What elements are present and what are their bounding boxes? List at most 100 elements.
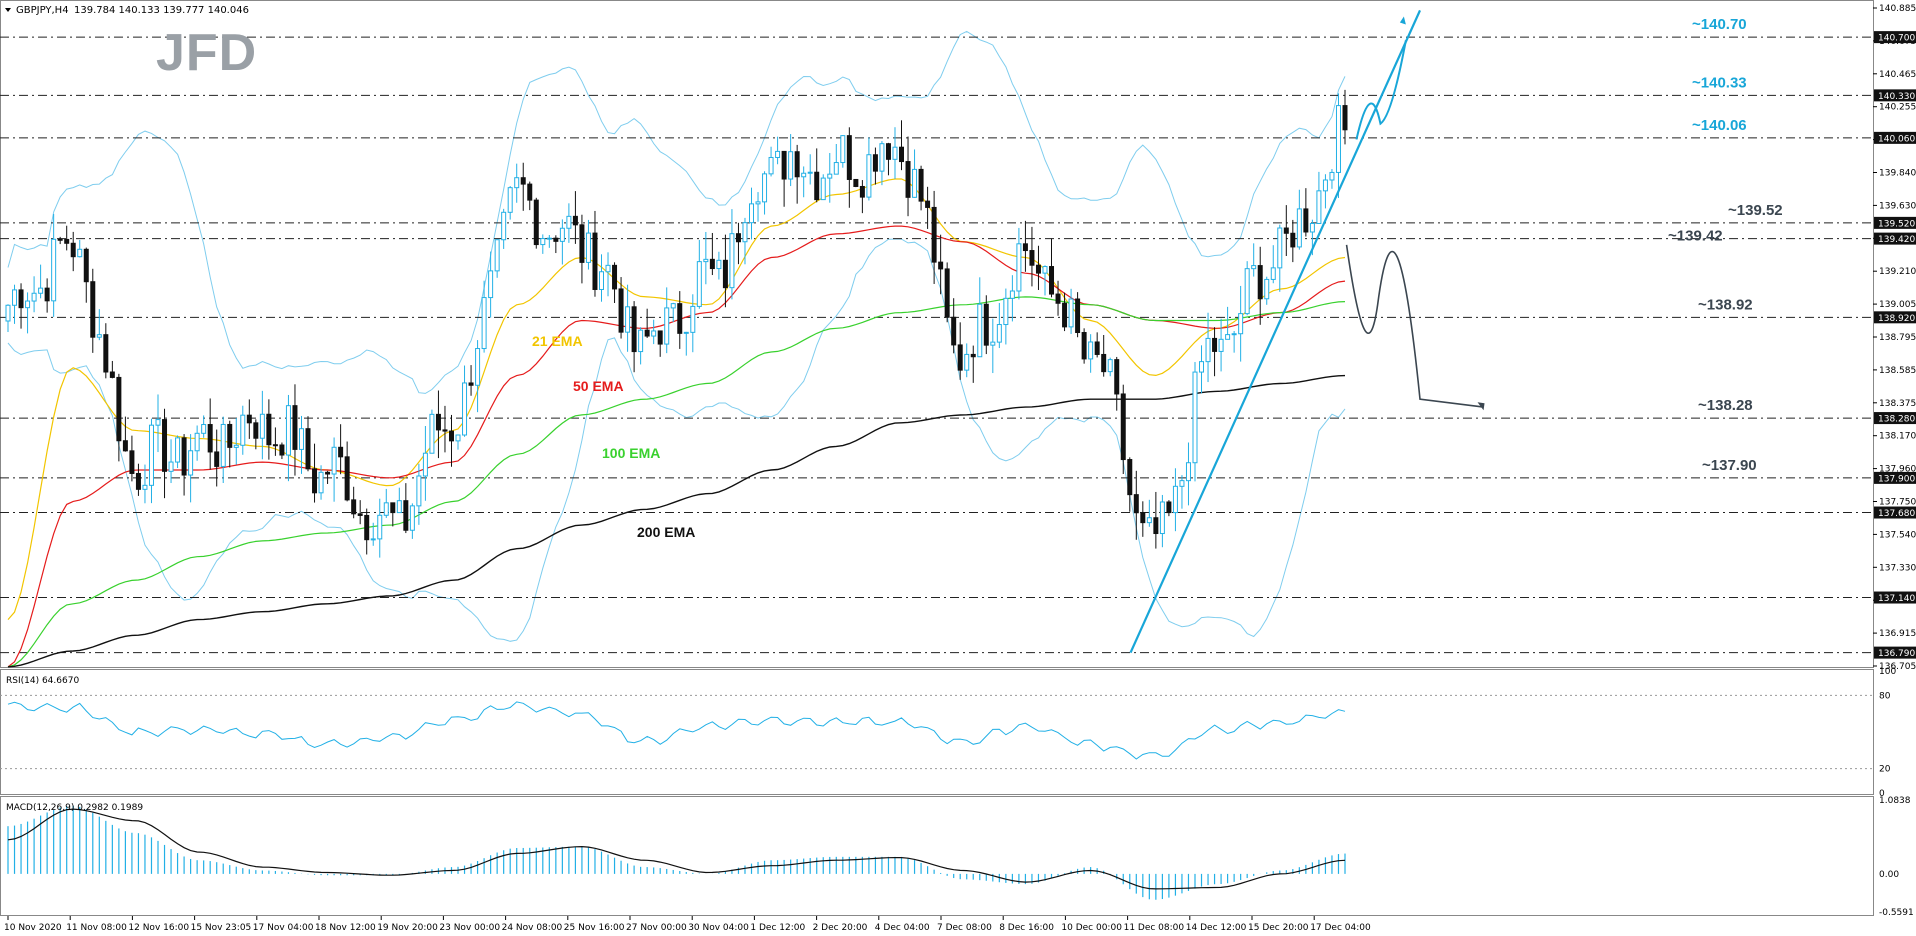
candle-body	[931, 206, 937, 263]
candle-body	[1179, 480, 1185, 487]
level-price-label: 138.920	[1878, 314, 1915, 324]
candle-body	[305, 428, 311, 470]
candle-body	[1146, 517, 1152, 524]
candle-body	[1335, 105, 1341, 173]
price-tick-label: 139.840	[1879, 169, 1916, 179]
candle-body	[735, 233, 741, 243]
candle-body	[1049, 266, 1055, 295]
time-tick-label: 23 Nov 00:00	[439, 923, 500, 933]
candle-body	[657, 330, 663, 345]
candle-body	[546, 237, 552, 240]
candle-body	[1277, 227, 1283, 269]
macd-pane-frame	[0, 796, 1874, 916]
candle-body	[559, 227, 565, 242]
bollinger-upper-line	[7, 30, 1346, 394]
candle-body	[351, 499, 357, 515]
price-tick-label: 138.585	[1879, 366, 1916, 376]
candle-body	[129, 450, 135, 474]
price-axis: 140.885140.675140.465140.255140.060139.8…	[1873, 4, 1916, 672]
candle-body	[1035, 264, 1041, 274]
candle-body	[1192, 371, 1198, 464]
candle-body	[709, 258, 715, 270]
level-annotation-6: ~138.28	[1698, 397, 1753, 414]
price-tick-label: 137.330	[1879, 563, 1916, 573]
bullish-arrow-icon	[1399, 16, 1406, 25]
candle-body	[272, 444, 278, 447]
candle-body	[370, 538, 376, 541]
time-tick-label: 17 Dec 04:00	[1310, 923, 1371, 933]
candle-body	[885, 143, 891, 160]
candle-body	[579, 224, 585, 263]
candle-body	[383, 502, 389, 516]
candle-body	[416, 475, 422, 507]
candle-body	[312, 468, 318, 494]
candle-body	[227, 423, 233, 448]
candle-body	[214, 451, 220, 467]
candle-body	[618, 288, 624, 333]
candle-body	[220, 423, 226, 467]
candle-body	[1081, 332, 1087, 360]
candle-body	[1009, 290, 1015, 299]
candle-body	[722, 259, 728, 289]
candle-body	[612, 264, 618, 290]
level-price-box	[1874, 471, 1916, 484]
candle-body	[768, 156, 774, 175]
candle-body	[38, 287, 44, 294]
candle-body	[827, 173, 833, 179]
candle-body	[533, 199, 539, 246]
candle-body	[429, 413, 435, 454]
candle-body	[377, 514, 383, 540]
candle-body	[435, 413, 441, 431]
candle-body	[742, 222, 748, 243]
candle-body	[488, 270, 494, 299]
trend-projections	[1129, 9, 1485, 654]
collapse-triangle-icon[interactable]	[5, 8, 11, 12]
rsi-pane-frame	[0, 669, 1874, 795]
time-tick-label: 11 Dec 08:00	[1124, 923, 1185, 933]
candle-body	[90, 281, 96, 338]
macd-tick-label: -0.5591	[1879, 908, 1914, 918]
candlesticks	[5, 89, 1348, 558]
time-tick-label: 27 Nov 00:00	[626, 923, 687, 933]
candle-body	[677, 303, 683, 334]
candle-body	[188, 450, 194, 476]
ema21-label: 21 EMA	[532, 333, 583, 349]
candle-body	[1140, 512, 1146, 524]
level-price-label: 137.140	[1878, 594, 1915, 604]
candle-body	[1055, 293, 1061, 304]
price-tick-label: 137.960	[1879, 465, 1916, 475]
candle-body	[96, 334, 102, 338]
candle-body	[859, 185, 865, 198]
candle-body	[879, 143, 885, 172]
candle-body	[514, 177, 520, 189]
macd-tick-label: 1.0838	[1879, 796, 1911, 806]
level-annotation-2: ~140.06	[1692, 117, 1747, 134]
candle-body	[409, 505, 415, 531]
price-tick-label: 140.465	[1879, 70, 1916, 80]
time-tick-label: 1 Dec 12:00	[750, 923, 805, 933]
candle-body	[240, 414, 246, 446]
level-price-box	[1874, 216, 1916, 229]
level-price-label: 139.520	[1878, 219, 1915, 229]
candle-body	[1068, 298, 1074, 328]
candle-body	[1101, 353, 1107, 373]
main-pane-frame	[0, 0, 1874, 668]
candle-body	[318, 471, 324, 494]
candle-body	[116, 376, 122, 442]
macd-indicator: 1.0838 0.00 -0.5591	[7, 796, 1914, 918]
candle-body	[977, 303, 983, 358]
jfd-logo: JFD	[156, 24, 257, 82]
candle-body	[944, 268, 950, 318]
candle-body	[755, 201, 761, 205]
candle-body	[794, 151, 800, 178]
candle-body	[357, 513, 363, 516]
candle-body	[585, 232, 591, 263]
macd-signal-line	[7, 808, 1346, 890]
candle-body	[1257, 265, 1263, 300]
candle-body	[644, 329, 650, 337]
candle-body	[103, 334, 109, 373]
candle-body	[1120, 393, 1126, 461]
time-tick-label: 19 Nov 20:00	[377, 923, 438, 933]
candle-body	[175, 437, 181, 463]
